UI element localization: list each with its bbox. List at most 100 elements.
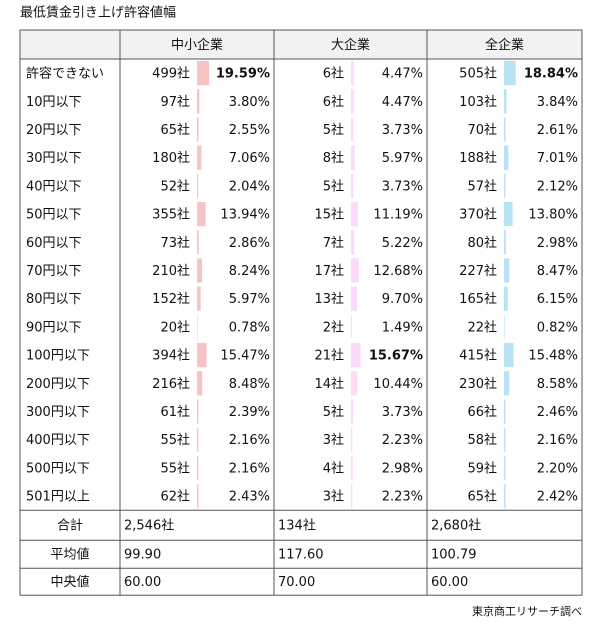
- data-bar: [504, 117, 506, 142]
- count: 73社: [160, 235, 190, 251]
- data-bar: [504, 258, 510, 283]
- header-cell: 中小企業: [171, 37, 223, 53]
- data-bar: [197, 61, 210, 86]
- data-bar: [504, 145, 509, 170]
- count: 5社: [323, 178, 344, 194]
- percent: 11.19%: [373, 208, 423, 223]
- percent: 8.47%: [537, 264, 578, 279]
- data-bar: [197, 399, 199, 424]
- count: 394社: [152, 348, 190, 364]
- count: 55社: [160, 460, 190, 476]
- row-label: 300円以下: [26, 405, 90, 420]
- header-bg: [20, 30, 582, 59]
- percent: 2.20%: [537, 461, 578, 476]
- count: 210社: [152, 263, 190, 279]
- percent: 2.43%: [229, 490, 270, 505]
- row-label: 90円以下: [26, 320, 82, 335]
- data-bar: [197, 173, 199, 198]
- percent: 5.97%: [382, 151, 423, 166]
- data-bar: [197, 427, 199, 452]
- count: 505社: [459, 66, 497, 82]
- data-bar: [504, 427, 506, 452]
- row-label: 許容できない: [26, 66, 104, 82]
- data-bar: [351, 173, 354, 198]
- summary-value: 60.00: [124, 575, 161, 590]
- data-bar: [197, 455, 199, 480]
- data-bar: [197, 145, 202, 170]
- count: 165社: [459, 291, 497, 307]
- count: 5社: [323, 122, 344, 138]
- count: 52社: [160, 178, 190, 194]
- count: 80社: [467, 235, 497, 251]
- percent: 3.80%: [229, 95, 270, 110]
- row-label: 30円以下: [26, 151, 82, 166]
- count: 58社: [467, 432, 497, 448]
- count: 6社: [323, 66, 344, 82]
- count: 22社: [467, 319, 497, 335]
- percent: 2.23%: [382, 433, 423, 448]
- row-label: 70円以下: [26, 264, 82, 279]
- count: 227社: [459, 263, 497, 279]
- data-bar: [504, 371, 510, 396]
- percent: 3.73%: [382, 179, 423, 194]
- data-bar: [504, 314, 505, 339]
- percent: 7.01%: [537, 151, 578, 166]
- percent: 8.48%: [229, 377, 270, 392]
- table-border: [19, 29, 583, 596]
- data-bar: [504, 89, 507, 114]
- count: 230社: [459, 376, 497, 392]
- count: 97社: [160, 94, 190, 110]
- data-bar: [351, 61, 354, 86]
- percent: 2.98%: [382, 461, 423, 476]
- percent: 15.48%: [528, 349, 578, 364]
- percent: 2.42%: [537, 490, 578, 505]
- data-bar: [351, 286, 358, 311]
- percent: 15.67%: [369, 349, 423, 364]
- count: 3社: [323, 489, 344, 505]
- percent: 3.84%: [537, 95, 578, 110]
- count: 21社: [314, 348, 344, 364]
- data-bar: [197, 258, 203, 283]
- percent: 8.58%: [537, 377, 578, 392]
- percent: 2.98%: [537, 236, 578, 251]
- count: 4社: [323, 460, 344, 476]
- summary-value: 117.60: [278, 548, 324, 563]
- header-cell: 全企業: [485, 37, 524, 53]
- data-bar: [504, 399, 506, 424]
- count: 3社: [323, 432, 344, 448]
- percent: 0.78%: [229, 320, 270, 335]
- data-bar: [197, 484, 199, 509]
- summary-value: 134社: [278, 518, 316, 534]
- percent: 2.39%: [229, 405, 270, 420]
- data-bar: [351, 145, 355, 170]
- percent: 2.55%: [229, 123, 270, 138]
- row-label: 100円以下: [26, 349, 90, 364]
- count: 6社: [323, 94, 344, 110]
- count: 180社: [152, 150, 190, 166]
- summary-value: 60.00: [431, 575, 468, 590]
- summary-value: 2,546社: [124, 518, 174, 534]
- data-bar: [351, 230, 355, 255]
- summary-label: 平均値: [50, 547, 89, 563]
- percent: 2.86%: [229, 236, 270, 251]
- percent: 18.84%: [524, 67, 578, 82]
- data-bar: [351, 202, 358, 227]
- count: 57社: [467, 178, 497, 194]
- data-bar: [351, 89, 354, 114]
- row-label: 20円以下: [26, 123, 82, 138]
- count: 14社: [314, 376, 344, 392]
- data-bar: [197, 117, 199, 142]
- count: 216社: [152, 376, 190, 392]
- data-bar: [351, 117, 354, 142]
- data-bar: [197, 371, 203, 396]
- data-bar: [351, 484, 353, 509]
- data-bar: [351, 258, 359, 283]
- data-bar: [351, 314, 352, 339]
- count: 152社: [152, 291, 190, 307]
- source: 東京商工リサーチ調べ: [472, 604, 582, 618]
- percent: 2.16%: [229, 461, 270, 476]
- count: 66社: [467, 404, 497, 420]
- count: 7社: [323, 235, 344, 251]
- data-bar: [504, 202, 513, 227]
- count: 62社: [160, 489, 190, 505]
